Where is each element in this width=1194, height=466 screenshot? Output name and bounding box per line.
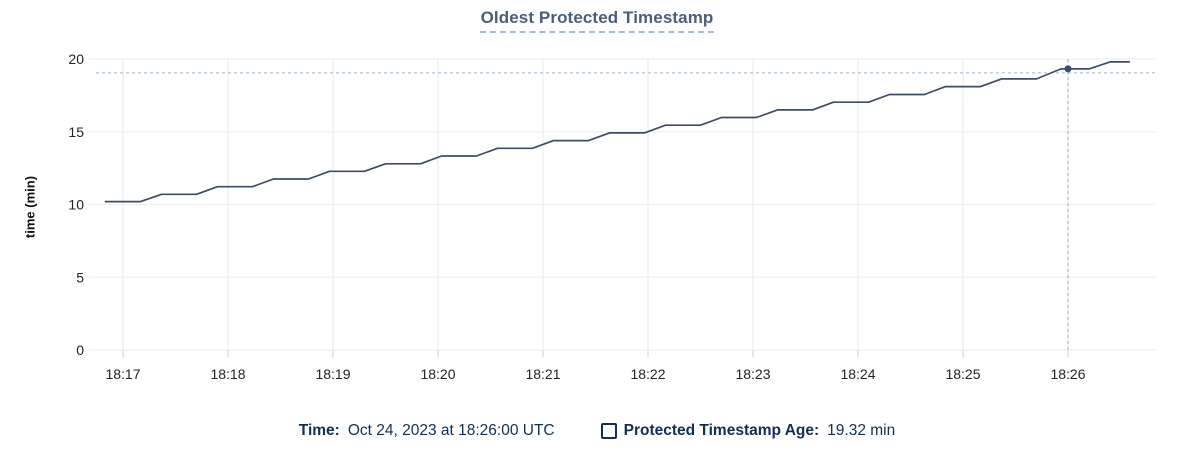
legend-time-item: Time: Oct 24, 2023 at 18:26:00 UTC	[299, 422, 555, 440]
x-tick-label: 18:17	[105, 366, 140, 382]
x-tick-label: 18:20	[420, 366, 455, 382]
legend-time-value: Oct 24, 2023 at 18:26:00 UTC	[347, 422, 555, 439]
chart-title-wrap: Oldest Protected Timestamp	[0, 8, 1194, 33]
y-axis-label: time (min)	[22, 175, 38, 239]
y-tick-label: 20	[68, 51, 84, 67]
x-tick-label: 18:21	[525, 366, 560, 382]
x-tick-label: 18:25	[945, 366, 980, 382]
x-tick-label: 18:24	[840, 366, 875, 382]
y-tick-label: 5	[76, 269, 84, 285]
series-checkbox-icon[interactable]	[600, 423, 617, 439]
x-tick-label: 18:18	[210, 366, 245, 382]
legend-series-label: Protected Timestamp Age:	[623, 422, 820, 439]
timeseries-line-chart[interactable]: 0 5 10 15 20 18:17 18:18 18:19 18:20 18:21 18:22 18…	[0, 0, 1194, 408]
chart-title[interactable]: Oldest Protected Timestamp	[479, 8, 715, 33]
y-tick-label: 10	[68, 197, 84, 213]
legend-series-value: 19.32 min	[827, 422, 896, 439]
data-point-dot	[1064, 65, 1072, 73]
x-tick-label: 18:23	[735, 366, 770, 382]
y-tick-label: 0	[76, 342, 84, 358]
x-tick-label: 18:26	[1050, 366, 1085, 382]
series-line	[104, 61, 1131, 203]
legend-series-item: Protected Timestamp Age: 19.32 min	[600, 422, 896, 440]
x-tick-label: 18:22	[630, 366, 665, 382]
hover-legend: Time: Oct 24, 2023 at 18:26:00 UTC Prote…	[0, 422, 1194, 440]
y-tick-label: 15	[68, 124, 84, 140]
legend-time-label: Time:	[298, 422, 340, 439]
x-tick-label: 18:19	[315, 366, 350, 382]
